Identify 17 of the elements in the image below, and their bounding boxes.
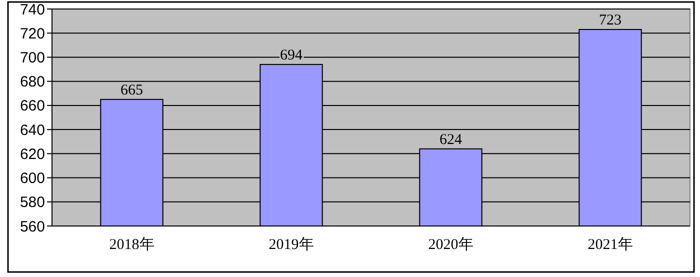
y-tick-label: 700 xyxy=(20,49,45,66)
y-tick-label: 600 xyxy=(20,170,45,188)
y-tick-label: 740 xyxy=(20,1,45,18)
x-tick-label: 2020年 xyxy=(428,236,474,253)
data-label: 624 xyxy=(440,132,462,148)
y-tick-label: 620 xyxy=(20,146,45,163)
y-tick-label: 720 xyxy=(20,25,45,42)
x-tick-label: 2019年 xyxy=(268,236,314,253)
data-label: 665 xyxy=(120,82,143,98)
y-tick-label: 680 xyxy=(20,74,45,91)
x-tick-label: 2018年 xyxy=(109,236,154,253)
x-tick-label: 2021年 xyxy=(588,236,633,253)
y-tick-label: 560 xyxy=(20,218,45,236)
y-tick-label: 640 xyxy=(20,122,45,139)
data-label: 723 xyxy=(599,12,622,28)
y-tick-label: 580 xyxy=(20,194,45,212)
y-tick-label: 660 xyxy=(20,98,45,115)
